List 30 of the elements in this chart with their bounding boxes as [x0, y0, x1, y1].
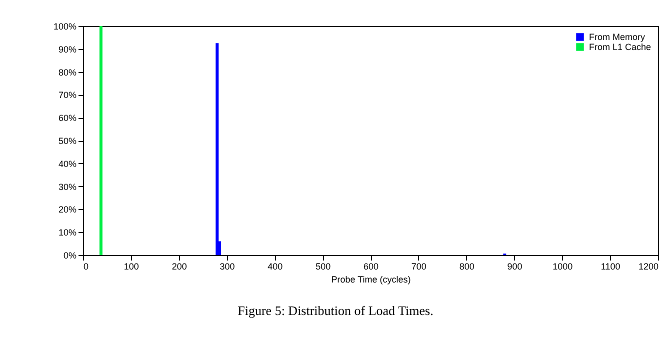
- x-tick-label: 400: [268, 262, 283, 272]
- y-tick-label: 0%: [63, 250, 76, 260]
- y-tick-label: 60%: [58, 113, 76, 124]
- y-tick-label: 40%: [58, 158, 76, 169]
- x-tick-label: 1200: [638, 262, 658, 272]
- y-tick-label: 50%: [58, 136, 76, 146]
- caption: Figure 5: Distribution of Load Times.: [236, 303, 434, 319]
- y-tick-label: 30%: [58, 182, 76, 192]
- x-tick-label: 600: [363, 262, 379, 272]
- x-axis-title: Probe Time (cycles): [331, 274, 411, 284]
- legend-label: From Memory: [589, 32, 646, 42]
- y-tick-label: 20%: [58, 204, 76, 215]
- y-tick-label: 90%: [58, 44, 76, 54]
- bar: [99, 26, 102, 255]
- x-tick-label: 1000: [552, 262, 573, 272]
- x-tick-label: 100: [124, 262, 139, 272]
- legend-label: From L1 Cache: [589, 42, 652, 52]
- x-tick-label: 300: [220, 262, 235, 272]
- x-tick-label: 200: [172, 262, 187, 272]
- x-tick-label: 500: [316, 262, 331, 272]
- y-tick-label: 100%: [53, 22, 76, 32]
- x-tick-label: 700: [411, 262, 426, 272]
- y-tick-label: 80%: [58, 67, 76, 78]
- bar: [216, 43, 219, 255]
- x-tick-label: 0: [84, 262, 89, 272]
- x-tick-label: 900: [507, 262, 522, 272]
- y-tick-label: 70%: [58, 90, 76, 100]
- y-tick-label: 10%: [58, 228, 76, 238]
- x-tick-label: 800: [459, 262, 474, 272]
- x-tick-label: 1100: [600, 262, 620, 272]
